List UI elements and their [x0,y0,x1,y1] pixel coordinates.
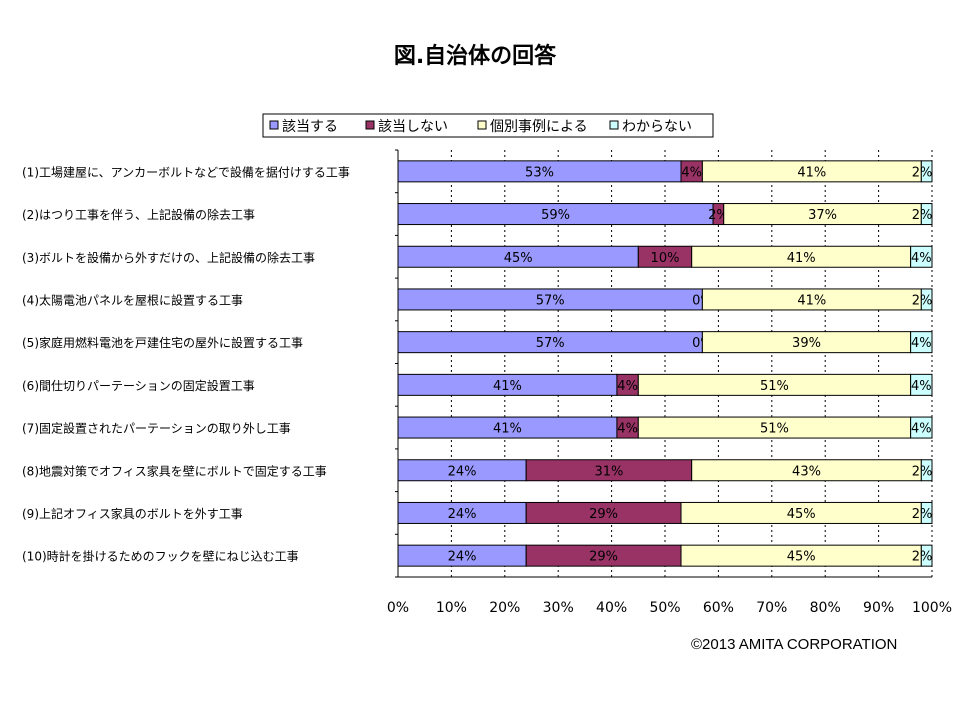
data-label: 2% [912,507,933,522]
x-tick-label: 70% [756,600,787,616]
data-label: 45% [787,507,816,522]
data-label: 31% [594,464,623,479]
legend-swatch-s3 [477,120,487,130]
data-label: 41% [787,251,816,266]
data-label: 10% [651,251,680,266]
data-label: 53% [525,165,554,180]
data-label: 4% [911,422,932,437]
category-label: (2)はつり工事を伴う、上記設備の除去工事 [22,207,255,222]
bar-segment [920,501,933,524]
category-label: (3)ボルトを設備から外すだけの、上記設備の除去工事 [22,250,315,265]
data-label: 57% [536,293,565,308]
legend-swatch-s2 [365,120,375,130]
data-label: 59% [541,208,570,223]
data-label: 29% [589,507,618,522]
legend-label-s3: 個別事例による [490,119,588,135]
legend-swatch-s1 [269,120,279,130]
category-label: (7)固定設置されたパーテーションの取り外し工事 [22,421,291,436]
data-label: 2% [912,293,933,308]
legend-swatch-s4 [609,120,619,130]
legend-label-s4: わからない [622,119,692,135]
data-label: 24% [448,464,477,479]
data-label: 24% [448,550,477,565]
bar-segment [920,544,933,567]
x-tick-label: 80% [810,600,841,616]
x-tick-label: 60% [703,600,734,616]
data-label: 41% [797,165,826,180]
data-label: 45% [787,550,816,565]
x-tick-label: 30% [543,600,574,616]
bar-segment [910,331,933,354]
category-label: (4)太陽電池パネルを屋根に設置する工事 [22,292,243,307]
data-label: 51% [760,422,789,437]
data-label: 4% [911,379,932,394]
legend-label-s1: 該当する [282,119,338,135]
data-label: 4% [911,336,932,351]
bar-segment [910,245,933,268]
data-label: 2% [912,208,933,223]
data-label: 51% [760,379,789,394]
x-tick-label: 0% [387,600,409,616]
legend-label-s2: 該当しない [378,119,448,135]
bar-segment [920,203,933,226]
data-label: 29% [589,550,618,565]
bar-segment [910,416,933,439]
x-tick-label: 100% [912,600,952,616]
data-label: 41% [493,379,522,394]
data-label: 4% [617,422,638,437]
bar-segment [920,160,933,183]
data-label: 24% [448,507,477,522]
category-label: (9)上記オフィス家具のボルトを外す工事 [22,506,243,521]
data-label: 4% [681,165,702,180]
data-label: 41% [797,293,826,308]
data-label: 2% [912,550,933,565]
data-label: 4% [617,379,638,394]
data-label: 45% [504,251,533,266]
x-tick-label: 40% [596,600,627,616]
chart-legend: 該当する 該当しない 個別事例による わからない [262,113,714,138]
copyright-text: ©2013 AMITA CORPORATION [691,636,898,653]
category-label: (10)時計を掛けるためのフックを壁にねじ込む工事 [22,549,299,564]
data-label: 43% [792,464,821,479]
data-label: 2% [912,165,933,180]
data-label: 41% [493,422,522,437]
data-label: 4% [911,251,932,266]
category-labels: (1)工場建屋に、アンカーボルトなどで設備を据付けする工事 (2)はつり工事を伴う… [22,164,350,563]
bars-layer: 53%4%41%2%59%2%37%2%45%10%41%4%57%0%41%2… [397,160,933,567]
legend-box [262,113,714,138]
bar-segment [920,288,933,311]
category-label: (6)間仕切りパーテーションの固定設置工事 [22,378,255,393]
category-label: (8)地震対策でオフィス家具を壁にボルトで固定する工事 [22,463,327,478]
data-label: 39% [792,336,821,351]
x-tick-labels: 0% 10% 20% 30% 40% 50% 60% 70% 80% 90% 100% [387,600,952,616]
x-tick-label: 50% [649,600,680,616]
category-label: (1)工場建屋に、アンカーボルトなどで設備を据付けする工事 [22,164,350,179]
data-label: 37% [808,208,837,223]
data-label: 2% [912,464,933,479]
bar-segment [920,459,933,482]
category-label: (5)家庭用燃料電池を戸建住宅の屋外に設置する工事 [22,335,303,350]
x-tick-label: 10% [436,600,467,616]
bar-segment [910,373,933,396]
chart-title: 図.自治体の回答 [394,43,557,69]
data-label: 57% [536,336,565,351]
x-tick-label: 90% [863,600,894,616]
x-tick-label: 20% [489,600,520,616]
